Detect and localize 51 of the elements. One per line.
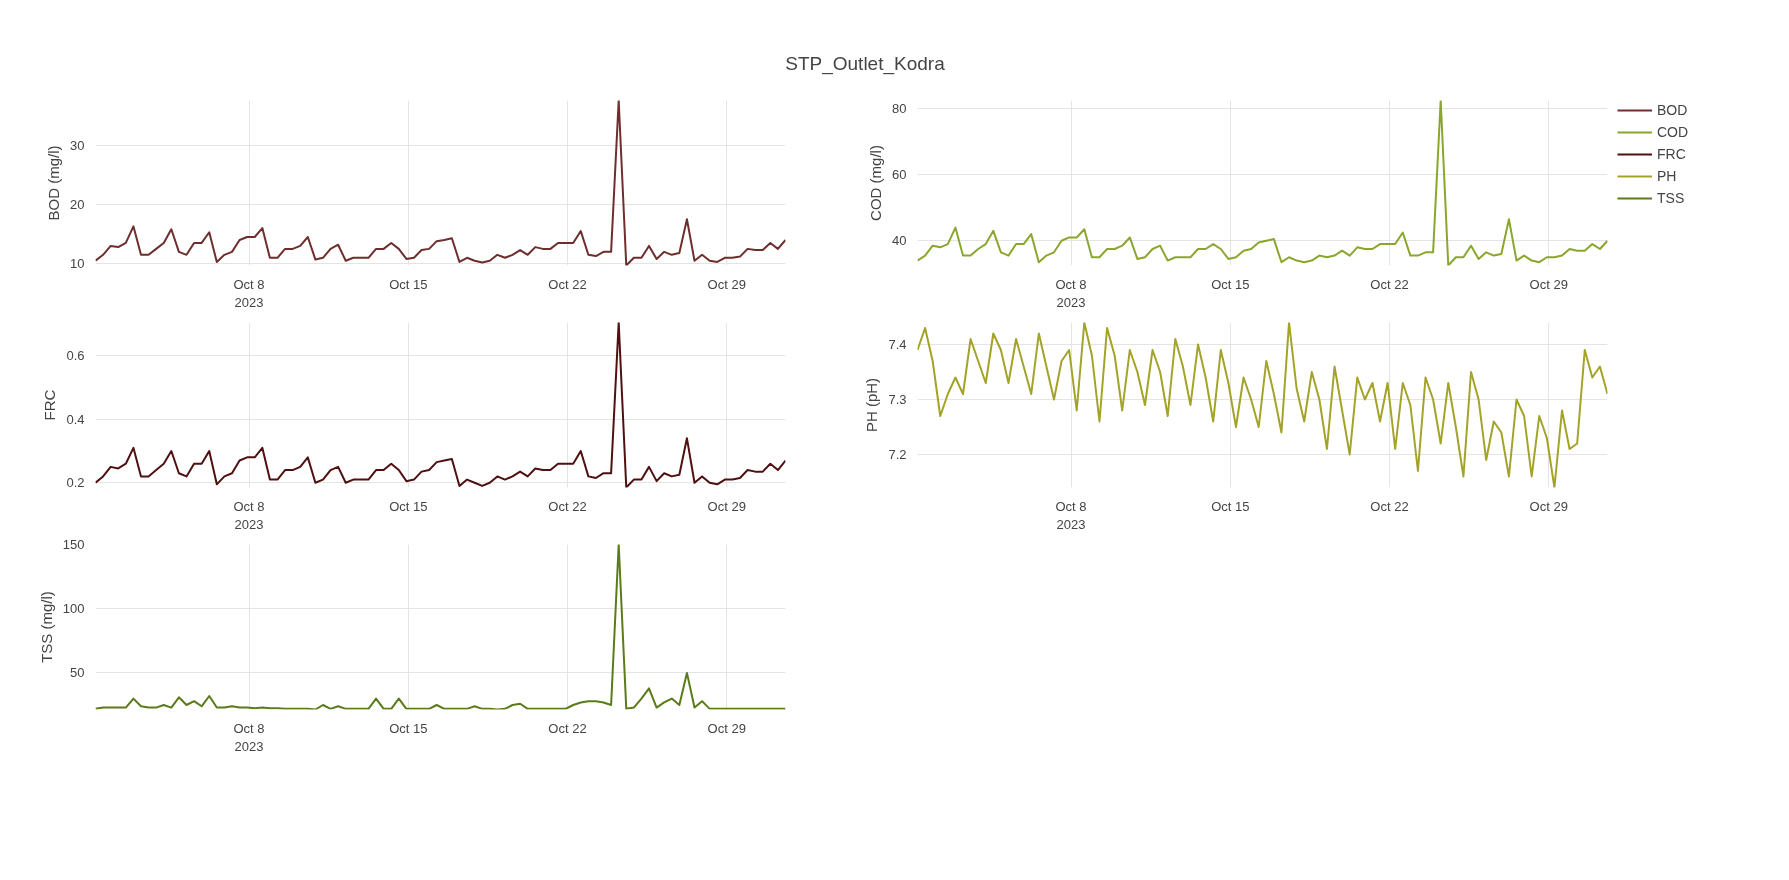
x-tick-label: Oct 8 2023 bbox=[233, 720, 265, 754]
y-tick-label: 40 bbox=[892, 233, 907, 249]
x-tick-label: Oct 15 bbox=[389, 498, 428, 514]
x-tick-label: Oct 15 bbox=[389, 276, 428, 292]
x-tick-label: Oct 29 bbox=[707, 498, 746, 514]
y-tick-label: 7.4 bbox=[888, 337, 907, 352]
text: STP_Outlet_Kodra bbox=[785, 52, 945, 77]
y-tick-label: 30 bbox=[70, 137, 85, 153]
y-axis-title: BOD (mg/l) bbox=[45, 145, 63, 221]
y-axis-title: PH (pH) bbox=[863, 377, 881, 433]
y-tick-label: 0.4 bbox=[66, 411, 85, 427]
x-tick-label: Oct 22 bbox=[548, 276, 587, 292]
legend-label: TSS bbox=[1657, 190, 1685, 206]
y-tick-label: 20 bbox=[70, 196, 85, 212]
x-tick-label: Oct 29 bbox=[707, 720, 746, 736]
line-series bbox=[917, 322, 1608, 488]
legend-label: COD bbox=[1657, 124, 1689, 140]
legend-label: BOD bbox=[1657, 102, 1688, 118]
x-tick-label: Oct 8 2023 bbox=[233, 498, 265, 532]
x-tick-label: Oct 29 bbox=[1529, 498, 1568, 514]
x-tick-label: Oct 8 2023 bbox=[233, 276, 265, 310]
x-tick-label: Oct 29 bbox=[1529, 276, 1568, 292]
line-series bbox=[95, 544, 786, 710]
y-axis-title: COD (mg/l) bbox=[867, 145, 885, 221]
y-tick-label: 7.2 bbox=[888, 447, 907, 462]
y-tick-label: 0.6 bbox=[66, 348, 85, 364]
y-tick-label: 60 bbox=[892, 167, 907, 183]
legend-label: FRC bbox=[1657, 146, 1686, 162]
x-tick-label: Oct 22 bbox=[1370, 276, 1409, 292]
y-tick-label: 10 bbox=[70, 256, 85, 272]
x-tick-label: Oct 15 bbox=[1211, 276, 1250, 292]
x-tick-label: Oct 22 bbox=[548, 720, 587, 736]
x-tick-label: Oct 8 2023 bbox=[1055, 498, 1087, 532]
y-axis-title: TSS (mg/l) bbox=[37, 591, 55, 663]
y-axis-title: FRC bbox=[41, 389, 59, 421]
x-tick-label: Oct 22 bbox=[1370, 498, 1409, 514]
y-tick-label: 80 bbox=[892, 101, 907, 117]
x-tick-label: Oct 22 bbox=[548, 498, 587, 514]
y-tick-label: 50 bbox=[70, 665, 85, 681]
line-series bbox=[917, 100, 1608, 266]
line-series bbox=[95, 322, 786, 488]
y-tick-label: 150 bbox=[62, 537, 85, 552]
legend-label: PH bbox=[1657, 168, 1677, 184]
x-tick-label: Oct 15 bbox=[1211, 498, 1250, 514]
y-tick-label: 0.2 bbox=[66, 475, 85, 491]
line-series bbox=[95, 100, 786, 266]
y-tick-label: 100 bbox=[62, 601, 85, 617]
x-tick-label: Oct 29 bbox=[707, 276, 746, 292]
y-tick-label: 7.3 bbox=[888, 392, 907, 407]
x-tick-label: Oct 8 2023 bbox=[1055, 276, 1087, 310]
x-tick-label: Oct 15 bbox=[389, 720, 428, 736]
